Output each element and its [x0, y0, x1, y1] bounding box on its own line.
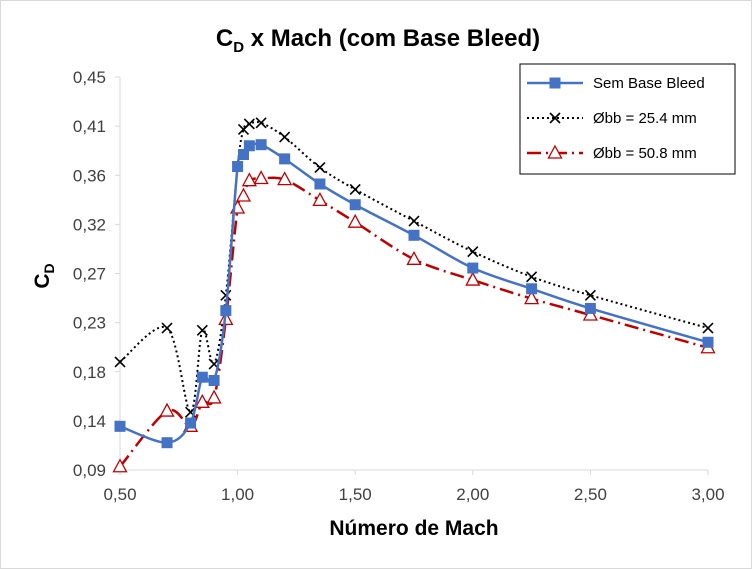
x-tick-label: 2,00 [456, 485, 489, 504]
legend-marker-2 [547, 144, 563, 159]
data-point-1 [279, 131, 291, 143]
data-point-2 [112, 458, 128, 473]
data-point-2 [582, 306, 598, 321]
data-point-1 [161, 322, 173, 334]
data-point-0 [185, 417, 197, 429]
data-point-1 [702, 322, 714, 334]
data-point-1 [243, 118, 255, 130]
chart-title-main: C [216, 25, 233, 52]
data-point-2 [524, 290, 540, 305]
x-tick-label: 3,00 [691, 485, 724, 504]
y-tick-label: 0,18 [73, 363, 106, 382]
data-point-0 [314, 178, 326, 190]
series-1 [114, 117, 714, 418]
legend-marker-0 [549, 77, 561, 89]
x-tick-label: 1,50 [339, 485, 372, 504]
data-point-0 [702, 336, 714, 348]
x-tick-label: 0,50 [103, 485, 136, 504]
data-point-1 [255, 117, 267, 129]
x-tick-label: 2,50 [574, 485, 607, 504]
chart-title-sub: D [233, 39, 244, 56]
chart-title: CD x Mach (com Base Bleed) [216, 25, 540, 56]
data-point-1 [114, 356, 126, 368]
series-group [112, 117, 716, 473]
y-tick-label: 0,41 [73, 117, 106, 136]
y-tick-label: 0,36 [73, 166, 106, 185]
legend-label-2: Øbb = 50.8 mm [593, 145, 697, 162]
data-point-0 [237, 149, 249, 161]
data-point-0 [232, 161, 244, 173]
y-tick-label: 0,14 [73, 412, 106, 431]
data-point-1 [467, 246, 479, 258]
series-2 [112, 170, 716, 473]
data-point-0 [220, 305, 232, 317]
y-tick-label: 0,27 [73, 265, 106, 284]
data-point-0 [161, 437, 173, 449]
legend-label-1: Øbb = 25.4 mm [593, 110, 697, 127]
series-line-0 [119, 142, 709, 444]
legend-marker-1 [549, 112, 561, 124]
y-axis-label-main: C [31, 273, 54, 288]
data-point-2 [253, 170, 269, 185]
y-tick-labels: 0,09 0,14 0,18 0,23 0,27 0,32 0,36 0,41 0,45 [73, 68, 106, 480]
legend-items: Sem Base Bleed Øbb = 25.4 mm Øbb = 50.8 mm [527, 75, 705, 162]
data-point-0 [279, 153, 291, 165]
data-point-1 [314, 162, 326, 174]
data-point-2 [406, 250, 422, 265]
data-point-0 [467, 262, 479, 274]
data-point-0 [408, 229, 420, 241]
data-point-2 [347, 213, 363, 228]
data-point-0 [114, 420, 126, 432]
series-0 [114, 139, 714, 449]
data-point-2 [312, 191, 328, 207]
data-point-1 [408, 215, 420, 227]
data-point-0 [196, 371, 208, 383]
y-axis-label-sub: D [41, 263, 57, 273]
data-point-0 [243, 140, 255, 152]
data-point-1 [196, 324, 208, 336]
y-tick-label: 0,45 [73, 68, 106, 87]
data-point-0 [526, 283, 538, 295]
data-point-0 [208, 374, 220, 386]
data-point-2 [241, 172, 257, 187]
series-line-1 [119, 120, 709, 414]
data-point-0 [349, 199, 361, 211]
data-point-2 [194, 393, 210, 408]
y-tick-label: 0,09 [73, 461, 106, 480]
x-tick-labels: 0,50 1,00 1,50 2,00 2,50 3,00 [103, 485, 724, 504]
x-axis-label: Número de Mach [329, 517, 498, 540]
data-point-2 [206, 389, 222, 404]
y-tick-label: 0,23 [73, 314, 106, 333]
data-point-2 [465, 271, 481, 286]
y-tick-label: 0,32 [73, 215, 106, 234]
data-point-1 [526, 271, 538, 283]
data-point-2 [277, 171, 293, 186]
legend: Sem Base Bleed Øbb = 25.4 mm Øbb = 50.8 mm [519, 63, 736, 175]
legend-label-0: Sem Base Bleed [593, 75, 705, 92]
chart-title-rest: x Mach (com Base Bleed) [244, 25, 540, 52]
data-point-1 [584, 289, 596, 301]
data-point-2 [159, 402, 175, 417]
data-point-1 [349, 183, 361, 196]
x-tick-label: 1,00 [221, 485, 254, 504]
data-point-0 [584, 302, 596, 314]
y-axis-label: CD [31, 263, 57, 288]
data-point-2 [235, 187, 252, 202]
data-point-0 [255, 139, 267, 151]
